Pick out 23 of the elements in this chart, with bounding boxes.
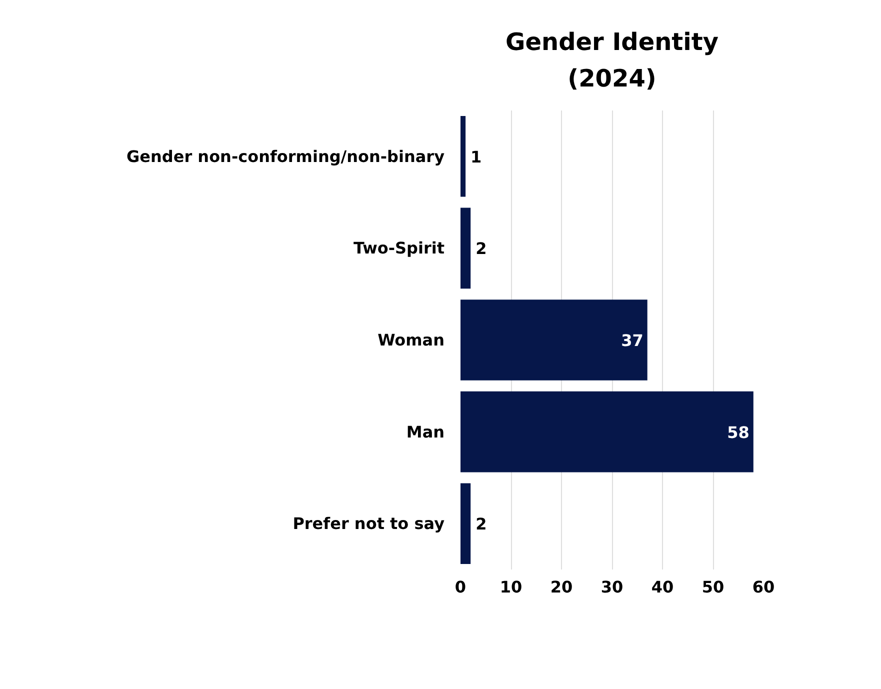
data-label: 37	[621, 331, 644, 350]
bar	[460, 208, 471, 289]
x-tick-label: 40	[651, 578, 674, 596]
chart-title: Gender Identity (2024)	[506, 28, 719, 92]
y-tick-label: Man	[406, 422, 444, 442]
x-tick-label: 60	[752, 578, 775, 596]
x-tick-label: 50	[702, 578, 724, 596]
y-tick-label: Prefer not to say	[292, 514, 446, 534]
bar	[460, 116, 466, 197]
data-label: 1	[470, 147, 482, 166]
y-tick-label: Gender non-conforming/non-binary	[126, 146, 446, 166]
bar	[460, 391, 754, 472]
x-tick-label: 0	[454, 578, 466, 596]
bar	[460, 300, 648, 380]
y-tick-label: Woman	[378, 330, 445, 350]
x-tick-label: 30	[600, 578, 624, 596]
y-tick-label: Two-Spirit	[353, 238, 445, 258]
x-tick-label: 10	[500, 578, 522, 596]
data-label: 58	[727, 422, 750, 442]
data-label: 2	[476, 514, 487, 534]
bar	[460, 483, 471, 564]
data-label: 2	[476, 239, 487, 258]
x-tick-label: 20	[550, 578, 573, 596]
